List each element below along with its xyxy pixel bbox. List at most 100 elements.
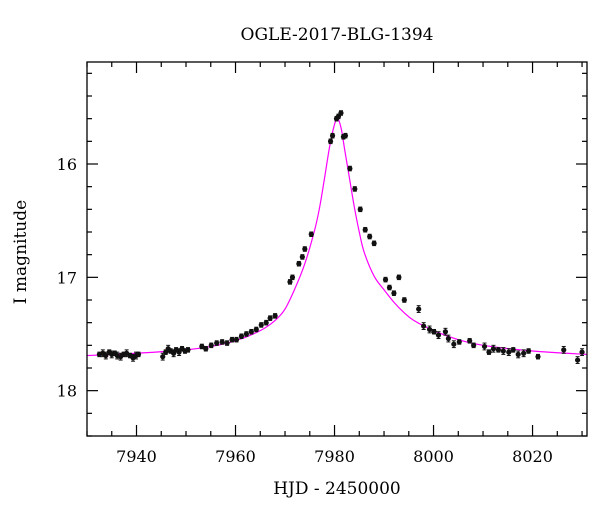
data-point-marker	[362, 227, 368, 233]
data-point-marker	[229, 337, 235, 343]
data-point	[248, 328, 254, 335]
data-point-marker	[442, 329, 449, 335]
data-point-marker	[243, 331, 250, 337]
data-point-marker	[391, 290, 397, 296]
data-point-marker	[214, 340, 220, 346]
data-point	[219, 339, 225, 345]
data-point	[386, 284, 393, 291]
data-point-marker	[521, 350, 527, 356]
data-point-marker	[342, 133, 349, 139]
data-point-marker	[103, 352, 109, 359]
x-tick-label: 7960	[215, 447, 256, 466]
data-point	[352, 186, 358, 192]
data-point-marker	[396, 274, 402, 280]
data-point	[426, 325, 433, 334]
data-point-marker	[302, 246, 308, 252]
data-point	[289, 274, 296, 281]
data-point-marker	[401, 297, 407, 303]
data-point-marker	[338, 110, 344, 116]
data-point	[525, 348, 532, 354]
data-point	[199, 343, 205, 350]
data-point-marker	[299, 254, 305, 260]
data-point-marker	[445, 335, 451, 342]
data-point-marker	[287, 279, 293, 285]
data-point	[233, 336, 240, 343]
data-point-marker	[224, 340, 230, 346]
data-point-marker	[185, 347, 191, 353]
data-point	[243, 331, 250, 337]
data-point	[500, 347, 506, 355]
data-point	[521, 349, 527, 358]
y-tick-label: 18	[57, 382, 77, 401]
x-tick-label: 7980	[314, 447, 355, 466]
data-point-marker	[263, 320, 269, 326]
data-point	[391, 290, 397, 296]
data-point-marker	[203, 346, 209, 352]
data-point	[327, 138, 334, 145]
data-point-marker	[456, 339, 462, 345]
data-point	[467, 338, 473, 344]
plot-frame	[86, 61, 588, 437]
data-point	[445, 334, 451, 343]
data-point	[561, 345, 567, 354]
y-axis-label: I magnitude	[11, 200, 31, 304]
data-point	[401, 297, 407, 303]
data-point	[308, 231, 314, 238]
data-point-marker	[435, 332, 442, 338]
data-point	[338, 110, 344, 116]
data-point-marker	[219, 339, 225, 345]
data-point	[135, 351, 142, 358]
data-point	[435, 331, 442, 340]
data-point	[208, 342, 214, 349]
data-point	[416, 305, 422, 313]
data-point	[510, 347, 516, 353]
data-point-marker	[561, 347, 567, 353]
data-point	[451, 340, 457, 349]
data-point	[574, 356, 581, 364]
data-point-marker	[329, 133, 336, 139]
x-tick-label: 7940	[116, 447, 157, 466]
data-point	[490, 344, 497, 353]
chart-title: OGLE-2017-BLG-1394	[241, 25, 434, 45]
data-point-marker	[451, 341, 457, 347]
data-point	[287, 279, 293, 285]
tick-labels: 7940 7960 7980 8000 8020 16 17 18	[57, 155, 553, 466]
data-point	[238, 333, 245, 340]
model-curve	[86, 118, 588, 357]
data-point-marker	[490, 346, 497, 352]
data-point	[203, 345, 209, 352]
data-point	[176, 348, 182, 357]
data-point	[224, 340, 230, 346]
data-point-marker	[515, 351, 521, 357]
data-point	[185, 347, 191, 353]
data-point	[103, 351, 109, 360]
data-point-marker	[327, 138, 334, 144]
x-axis-label: HJD - 2450000	[273, 479, 401, 499]
x-tick-label: 8020	[512, 447, 553, 466]
data-point	[486, 349, 492, 355]
data-point-marker	[416, 306, 422, 312]
data-point-marker	[579, 349, 585, 355]
x-tick-label: 8000	[413, 447, 454, 466]
data-point	[371, 240, 377, 247]
data-point-marker	[574, 357, 581, 363]
data-point	[495, 347, 501, 353]
data-point-marker	[258, 322, 264, 328]
data-point	[471, 342, 477, 349]
data-point-marker	[500, 348, 506, 354]
data-point	[214, 340, 220, 346]
data-point	[442, 327, 449, 336]
data-point	[342, 132, 349, 139]
data-point-marker	[208, 342, 214, 348]
data-point-marker	[535, 354, 541, 360]
data-point	[357, 206, 363, 213]
data-point	[347, 165, 353, 172]
data-point-marker	[421, 323, 427, 329]
data-point	[481, 342, 488, 351]
data-point-marker	[481, 343, 488, 350]
data-point	[296, 260, 302, 267]
data-point-marker	[471, 342, 477, 348]
data-point	[535, 353, 541, 360]
data-point-marker	[386, 284, 393, 291]
data-point-marker	[199, 343, 205, 350]
